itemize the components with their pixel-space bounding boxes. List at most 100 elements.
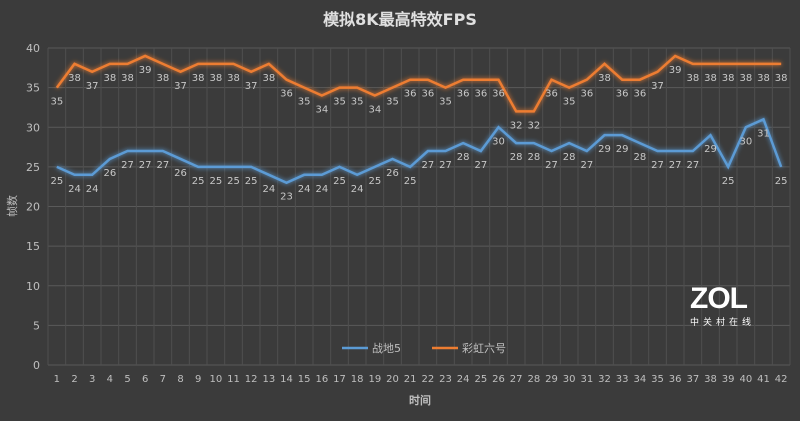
chart-title: 模拟8K最高特效FPS bbox=[323, 10, 477, 29]
data-label: 29 bbox=[598, 144, 611, 155]
series-line-1 bbox=[56, 117, 783, 185]
x-tick-label: 4 bbox=[107, 374, 113, 385]
x-tick-label: 6 bbox=[142, 374, 148, 385]
watermark-subtitle: 中关村在线 bbox=[690, 317, 756, 327]
data-label: 27 bbox=[651, 160, 664, 171]
data-label: 25 bbox=[192, 176, 205, 187]
x-tick-label: 15 bbox=[298, 374, 311, 385]
data-label: 30 bbox=[739, 136, 752, 147]
data-label: 28 bbox=[510, 152, 523, 163]
x-tick-label: 37 bbox=[686, 374, 699, 385]
data-label: 26 bbox=[103, 168, 116, 179]
data-label: 27 bbox=[545, 160, 558, 171]
data-label: 27 bbox=[580, 160, 593, 171]
data-label: 38 bbox=[722, 73, 735, 84]
x-tick-label: 40 bbox=[739, 374, 752, 385]
data-label: 29 bbox=[704, 144, 717, 155]
x-tick-label: 34 bbox=[633, 374, 646, 385]
data-label: 36 bbox=[474, 89, 487, 100]
x-tick-label: 20 bbox=[386, 374, 399, 385]
data-label: 36 bbox=[616, 89, 629, 100]
data-label: 34 bbox=[315, 105, 328, 116]
data-label: 24 bbox=[298, 184, 311, 195]
x-tick-label: 17 bbox=[333, 374, 346, 385]
data-label: 27 bbox=[439, 160, 452, 171]
series-line-2 bbox=[55, 54, 782, 113]
data-label: 27 bbox=[421, 160, 434, 171]
x-tick-label: 38 bbox=[704, 374, 717, 385]
data-label: 24 bbox=[68, 184, 81, 195]
data-label: 38 bbox=[227, 73, 240, 84]
data-label: 35 bbox=[298, 97, 311, 108]
data-label: 39 bbox=[669, 65, 682, 76]
x-tick-label: 14 bbox=[280, 374, 293, 385]
data-label: 26 bbox=[386, 168, 399, 179]
data-label: 36 bbox=[421, 89, 434, 100]
y-axis-label: 帧数 bbox=[5, 195, 19, 217]
x-tick-label: 13 bbox=[262, 374, 275, 385]
data-label: 28 bbox=[633, 152, 646, 163]
legend-label: 彩虹六号 bbox=[462, 342, 506, 355]
data-label: 24 bbox=[351, 184, 364, 195]
data-label: 27 bbox=[686, 160, 699, 171]
data-label: 36 bbox=[633, 89, 646, 100]
data-label: 35 bbox=[50, 97, 63, 108]
data-label: 32 bbox=[527, 120, 540, 131]
data-label: 36 bbox=[404, 89, 417, 100]
data-label: 25 bbox=[209, 176, 222, 187]
data-label: 37 bbox=[86, 81, 99, 92]
data-label: 24 bbox=[86, 184, 99, 195]
data-label: 38 bbox=[121, 73, 134, 84]
x-tick-label: 28 bbox=[527, 374, 540, 385]
y-tick-label: 5 bbox=[33, 319, 40, 332]
x-tick-label: 39 bbox=[722, 374, 735, 385]
data-label: 27 bbox=[474, 160, 487, 171]
x-tick-label: 2 bbox=[71, 374, 77, 385]
x-tick-label: 33 bbox=[616, 374, 629, 385]
data-label: 35 bbox=[439, 97, 452, 108]
data-label: 35 bbox=[351, 97, 364, 108]
data-label: 25 bbox=[722, 176, 735, 187]
legend: 战地5 彩虹六号 bbox=[342, 342, 506, 355]
x-tick-label: 41 bbox=[757, 374, 770, 385]
data-label: 36 bbox=[280, 89, 293, 100]
data-label: 38 bbox=[209, 73, 222, 84]
x-tick-label: 10 bbox=[209, 374, 222, 385]
x-tick-label: 21 bbox=[404, 374, 417, 385]
watermark-logo-text: ZOL bbox=[690, 282, 748, 315]
data-label: 36 bbox=[580, 89, 593, 100]
data-label: 38 bbox=[68, 73, 81, 84]
data-label: 29 bbox=[616, 144, 629, 155]
y-tick-label: 20 bbox=[26, 201, 40, 214]
data-label: 37 bbox=[651, 81, 664, 92]
y-tick-label: 40 bbox=[26, 42, 40, 55]
data-label: 36 bbox=[545, 89, 558, 100]
data-label: 25 bbox=[775, 176, 788, 187]
data-label: 38 bbox=[757, 73, 770, 84]
data-label: 38 bbox=[775, 73, 788, 84]
data-label: 28 bbox=[527, 152, 540, 163]
x-tick-label: 30 bbox=[563, 374, 576, 385]
data-label: 35 bbox=[563, 97, 576, 108]
x-tick-label: 12 bbox=[245, 374, 258, 385]
zol-watermark-logo: ZOL 中关村在线 bbox=[690, 284, 755, 328]
y-tick-label: 30 bbox=[26, 121, 40, 134]
x-tick-label: 22 bbox=[421, 374, 434, 385]
x-tick-label: 25 bbox=[474, 374, 487, 385]
x-tick-label: 8 bbox=[177, 374, 183, 385]
y-tick-label: 15 bbox=[26, 240, 40, 253]
data-label: 24 bbox=[262, 184, 275, 195]
y-tick-label: 25 bbox=[26, 161, 40, 174]
y-tick-label: 35 bbox=[26, 82, 40, 95]
data-label: 24 bbox=[315, 184, 328, 195]
x-tick-label: 11 bbox=[227, 374, 240, 385]
data-label: 25 bbox=[368, 176, 381, 187]
data-label: 38 bbox=[686, 73, 699, 84]
x-tick-label: 23 bbox=[439, 374, 452, 385]
data-label: 25 bbox=[333, 176, 346, 187]
data-label: 25 bbox=[227, 176, 240, 187]
data-label: 25 bbox=[404, 176, 417, 187]
data-label: 38 bbox=[598, 73, 611, 84]
legend-label: 战地5 bbox=[372, 342, 401, 355]
